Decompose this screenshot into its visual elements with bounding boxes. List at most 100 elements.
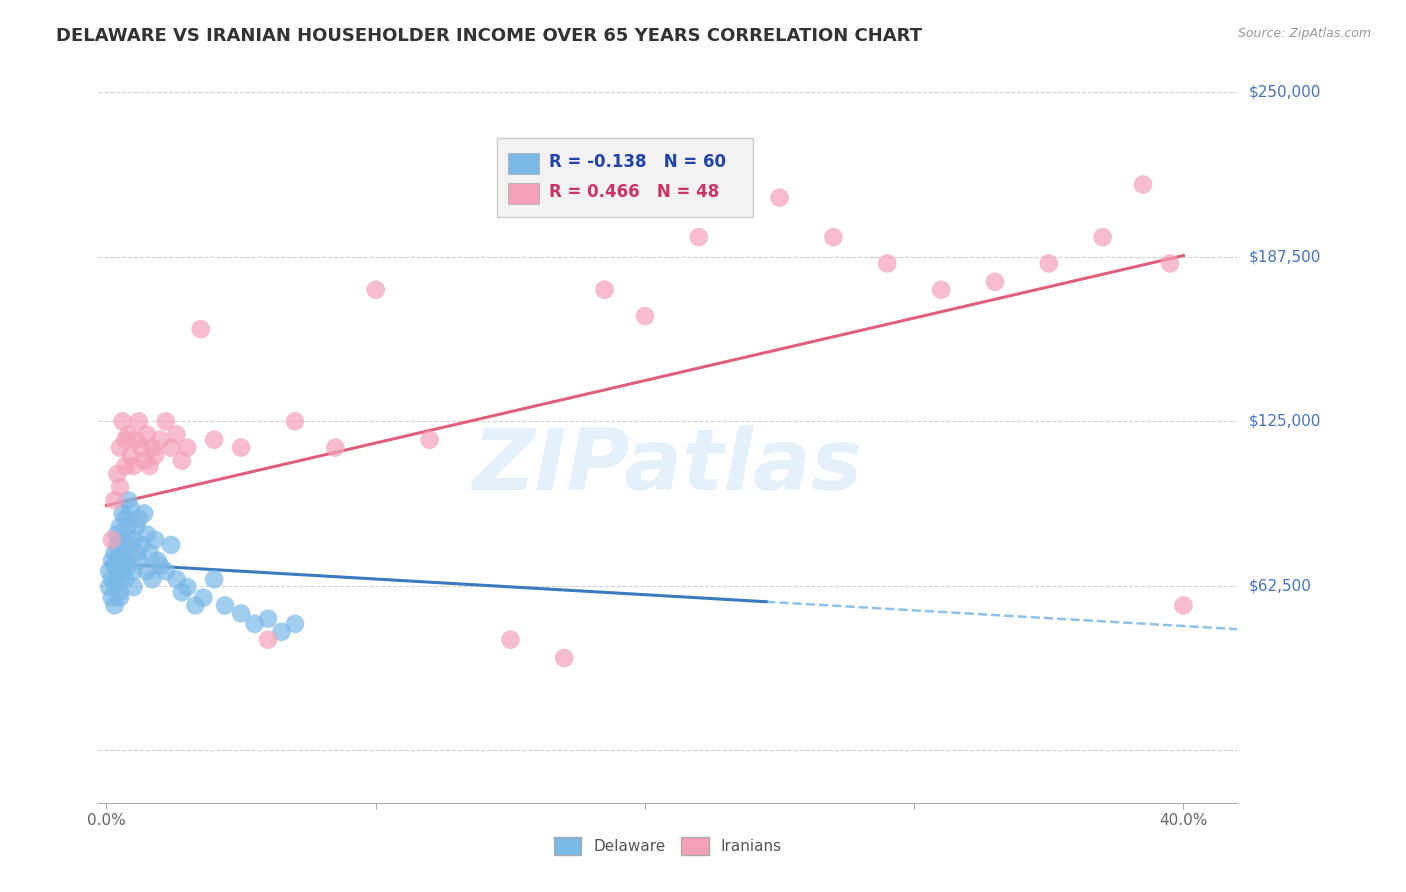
Point <box>1091 230 1114 244</box>
Point <box>1038 256 1060 270</box>
Point <box>108 585 131 599</box>
Text: $62,500: $62,500 <box>1249 578 1312 593</box>
Point <box>155 564 177 578</box>
Point <box>111 546 134 560</box>
Point <box>155 414 177 428</box>
Point <box>120 538 142 552</box>
Point <box>193 591 215 605</box>
Point <box>103 599 125 613</box>
Point <box>143 533 166 547</box>
Text: ZIPatlas: ZIPatlas <box>472 425 863 508</box>
Point <box>984 275 1007 289</box>
Point <box>114 511 136 525</box>
Point <box>149 559 172 574</box>
Point <box>229 607 252 621</box>
Point <box>98 580 121 594</box>
Point <box>101 554 124 568</box>
Point <box>257 632 280 647</box>
Point <box>499 632 522 647</box>
Point <box>823 230 845 244</box>
Point <box>202 572 225 586</box>
Point <box>105 554 128 568</box>
Text: Source: ZipAtlas.com: Source: ZipAtlas.com <box>1237 27 1371 40</box>
Point <box>108 551 131 566</box>
Point <box>111 507 134 521</box>
Point <box>131 538 153 552</box>
Point <box>131 441 153 455</box>
Point <box>108 480 131 494</box>
Point <box>128 511 150 525</box>
Point <box>170 454 193 468</box>
Point <box>160 441 183 455</box>
Text: R = -0.138   N = 60: R = -0.138 N = 60 <box>550 153 727 171</box>
Point <box>117 559 139 574</box>
Point <box>105 467 128 481</box>
Point <box>134 507 156 521</box>
Point <box>108 564 131 578</box>
Point <box>122 564 145 578</box>
Point <box>170 585 193 599</box>
Point <box>128 414 150 428</box>
Point <box>166 572 188 586</box>
Point <box>111 533 134 547</box>
Point <box>141 572 163 586</box>
Point <box>270 624 292 639</box>
Point <box>325 441 347 455</box>
Point <box>101 533 124 547</box>
Point <box>105 572 128 586</box>
Point <box>103 559 125 574</box>
Point <box>876 256 898 270</box>
Point <box>229 441 252 455</box>
Point <box>122 458 145 473</box>
Text: DELAWARE VS IRANIAN HOUSEHOLDER INCOME OVER 65 YEARS CORRELATION CHART: DELAWARE VS IRANIAN HOUSEHOLDER INCOME O… <box>56 27 922 45</box>
Point <box>166 427 188 442</box>
Point <box>160 538 183 552</box>
Point <box>364 283 387 297</box>
Point <box>176 441 198 455</box>
Point <box>120 501 142 516</box>
Point <box>929 283 952 297</box>
Text: R = 0.466   N = 48: R = 0.466 N = 48 <box>550 183 720 202</box>
Point <box>108 591 131 605</box>
Point <box>103 577 125 591</box>
Point <box>184 599 207 613</box>
Point <box>103 493 125 508</box>
Point <box>243 616 266 631</box>
Point <box>419 433 441 447</box>
Point <box>134 454 156 468</box>
Point <box>138 546 160 560</box>
Text: $187,500: $187,500 <box>1249 250 1320 264</box>
Point <box>105 527 128 541</box>
Point <box>135 527 157 541</box>
Point <box>135 564 157 578</box>
Point <box>122 580 145 594</box>
Point <box>553 651 575 665</box>
Point <box>190 322 212 336</box>
Point <box>125 519 148 533</box>
Legend: Delaware, Iranians: Delaware, Iranians <box>548 831 787 861</box>
Point <box>114 572 136 586</box>
Point <box>1173 599 1195 613</box>
Point <box>105 538 128 552</box>
Point <box>688 230 710 244</box>
Point <box>125 546 148 560</box>
Point <box>149 433 172 447</box>
Point <box>117 493 139 508</box>
Point <box>114 433 136 447</box>
Point <box>284 414 307 428</box>
Point <box>143 449 166 463</box>
Point <box>111 564 134 578</box>
Point <box>146 554 169 568</box>
Point <box>101 572 124 586</box>
Point <box>111 414 134 428</box>
Point <box>202 433 225 447</box>
Point <box>103 546 125 560</box>
Point <box>114 554 136 568</box>
Point <box>120 449 142 463</box>
Point <box>176 580 198 594</box>
Point <box>1132 178 1154 192</box>
Text: $250,000: $250,000 <box>1249 85 1320 100</box>
Point <box>98 564 121 578</box>
Point <box>108 441 131 455</box>
Point <box>108 519 131 533</box>
